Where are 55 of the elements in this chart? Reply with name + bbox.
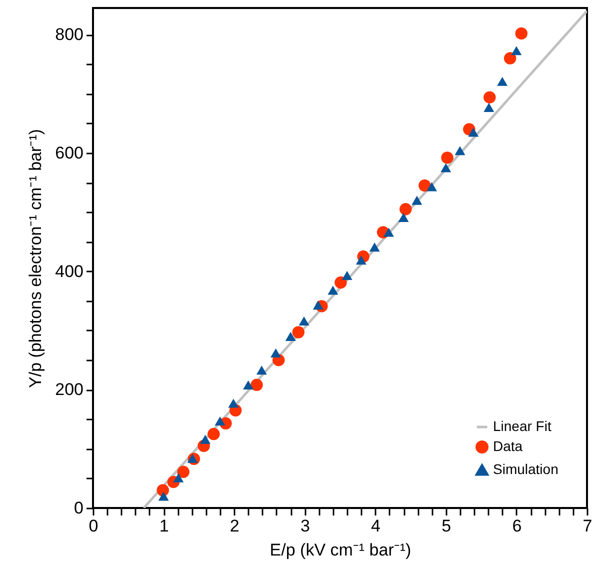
point bbox=[228, 398, 239, 408]
x-tick-label: 3 bbox=[300, 516, 310, 536]
point bbox=[312, 300, 324, 310]
point bbox=[497, 76, 508, 86]
x-tick-label: 2 bbox=[230, 516, 240, 536]
y-axis-title: Y/p (photons electron⁻¹ cm⁻¹ bar⁻¹) bbox=[26, 129, 46, 388]
legend-label: Linear Fit bbox=[493, 418, 552, 434]
point bbox=[484, 102, 494, 112]
point bbox=[356, 256, 366, 265]
point bbox=[468, 128, 479, 137]
point bbox=[383, 228, 394, 237]
point bbox=[292, 326, 304, 338]
point bbox=[334, 276, 347, 289]
point bbox=[454, 146, 466, 156]
legend-label: Simulation bbox=[493, 461, 558, 477]
y-tick-label: 0 bbox=[74, 498, 84, 518]
x-axis-title: E/p (kV cm⁻¹ bar⁻¹) bbox=[270, 540, 412, 560]
point bbox=[440, 163, 452, 172]
y-tick-label: 400 bbox=[55, 262, 84, 281]
y-tick-label: 600 bbox=[55, 143, 84, 162]
y-tick-label: 200 bbox=[55, 380, 84, 400]
point bbox=[187, 454, 198, 463]
point bbox=[412, 196, 422, 205]
y-tick-label: 800 bbox=[55, 25, 84, 44]
point bbox=[285, 332, 296, 341]
point bbox=[515, 27, 528, 40]
point bbox=[298, 316, 310, 326]
x-tick-label: 7 bbox=[582, 516, 592, 536]
x-tick-label: 6 bbox=[512, 516, 522, 536]
point bbox=[208, 428, 220, 440]
point bbox=[243, 380, 254, 390]
x-tick-label: 1 bbox=[159, 516, 169, 536]
point bbox=[483, 91, 496, 104]
point bbox=[173, 473, 184, 482]
point bbox=[158, 492, 169, 501]
point bbox=[418, 179, 431, 192]
point bbox=[177, 466, 190, 478]
point bbox=[256, 366, 267, 375]
point bbox=[328, 286, 338, 295]
legend-label: Data bbox=[493, 438, 523, 454]
point bbox=[441, 152, 454, 164]
point bbox=[270, 348, 282, 358]
point bbox=[504, 52, 516, 64]
point bbox=[200, 434, 210, 444]
point bbox=[400, 203, 412, 216]
x-tick-label: 0 bbox=[88, 516, 98, 536]
x-tick-label: 4 bbox=[371, 516, 381, 536]
point bbox=[511, 46, 522, 56]
point bbox=[250, 378, 263, 392]
point bbox=[398, 212, 409, 222]
point bbox=[369, 242, 380, 252]
point bbox=[214, 416, 226, 426]
x-tick-label: 5 bbox=[442, 516, 452, 536]
point bbox=[342, 270, 352, 280]
point bbox=[426, 182, 437, 192]
